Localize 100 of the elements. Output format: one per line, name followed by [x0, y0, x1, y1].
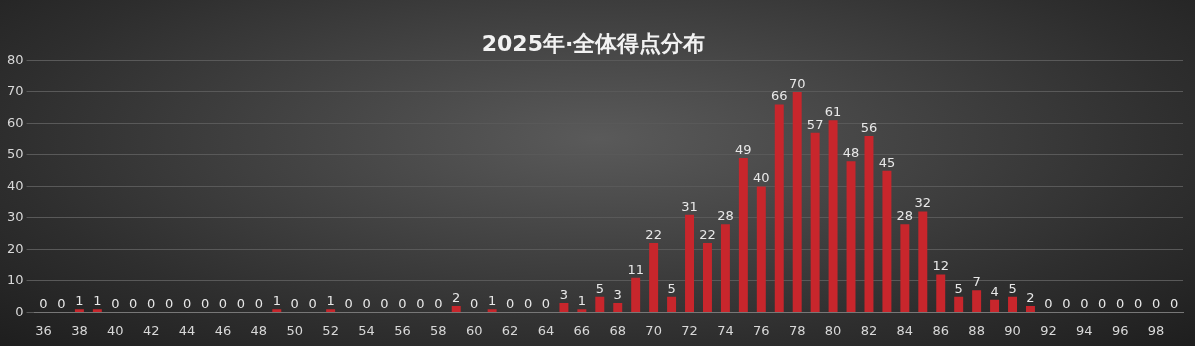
- data-label: 2: [1026, 289, 1035, 305]
- data-label: 0: [308, 296, 317, 312]
- y-tick-label: 10: [7, 272, 24, 288]
- x-tick-label: 70: [645, 322, 662, 338]
- data-label: 28: [717, 208, 734, 224]
- data-label: 5: [954, 280, 963, 296]
- chart-title: 2025年·全体得点分布: [481, 30, 706, 56]
- data-label: 66: [770, 88, 788, 104]
- x-tick-label: 60: [465, 322, 483, 338]
- y-tick-label: 50: [7, 146, 24, 162]
- x-tick-label: 94: [1076, 322, 1093, 338]
- x-tick-label: 52: [322, 322, 339, 338]
- data-label: 0: [164, 296, 174, 312]
- data-label: 5: [667, 280, 676, 296]
- data-label: 40: [753, 170, 770, 186]
- x-tick-label: 96: [1111, 322, 1129, 338]
- data-label: 0: [362, 296, 371, 312]
- data-label: 0: [182, 296, 192, 312]
- data-label: 1: [75, 293, 84, 309]
- data-label: 0: [1062, 296, 1071, 312]
- y-tick-label: 0: [15, 303, 24, 319]
- data-label: 0: [344, 296, 353, 312]
- data-label: 0: [434, 296, 443, 312]
- data-label: 3: [613, 286, 622, 302]
- x-tick-label: 66: [573, 322, 591, 338]
- data-label: 5: [1008, 280, 1017, 296]
- x-tick-label: 54: [358, 322, 375, 338]
- data-label: 22: [699, 226, 716, 242]
- data-label: 0: [1080, 296, 1089, 312]
- x-tick-label: 90: [1004, 322, 1021, 338]
- x-tick-label: 42: [142, 322, 160, 338]
- x-tick-label: 78: [788, 322, 806, 338]
- x-tick-label: 50: [286, 322, 304, 338]
- data-label: 0: [541, 296, 551, 312]
- data-label: 1: [93, 293, 102, 309]
- data-label: 7: [972, 274, 981, 290]
- data-label: 28: [896, 208, 914, 224]
- x-tick-label: 36: [35, 322, 52, 338]
- data-label: 0: [236, 296, 246, 312]
- x-tick-label: 48: [250, 322, 268, 338]
- data-label: 1: [272, 293, 281, 309]
- data-label: 0: [1116, 296, 1125, 312]
- y-tick-label: 30: [7, 209, 24, 225]
- x-tick-label: 84: [896, 322, 914, 338]
- data-label: 0: [57, 296, 66, 312]
- data-label: 0: [1169, 296, 1179, 312]
- data-label: 0: [380, 296, 389, 312]
- data-label: 0: [254, 296, 263, 312]
- x-tick-label: 40: [107, 322, 124, 338]
- data-label: 0: [1098, 296, 1107, 312]
- data-label: 12: [932, 258, 950, 274]
- x-tick-label: 98: [1147, 322, 1165, 338]
- y-tick-label: 70: [7, 83, 24, 99]
- data-label: 0: [416, 296, 425, 312]
- data-label: 0: [523, 296, 533, 312]
- data-label: 5: [595, 280, 604, 296]
- x-tick-label: 74: [717, 322, 734, 338]
- y-tick-label: 40: [7, 177, 24, 193]
- data-label: 1: [487, 293, 497, 309]
- data-label: 22: [645, 226, 662, 242]
- data-label: 0: [1044, 296, 1053, 312]
- data-label: 0: [39, 296, 48, 312]
- data-label: 45: [878, 154, 896, 170]
- data-label: 0: [470, 296, 479, 312]
- data-label: 1: [577, 293, 586, 309]
- x-tick-label: 68: [609, 322, 627, 338]
- x-tick-label: 44: [178, 322, 196, 338]
- x-tick-label: 88: [968, 322, 985, 338]
- data-label: 0: [200, 296, 210, 312]
- data-label: 32: [914, 195, 932, 211]
- data-label: 0: [398, 296, 407, 312]
- x-tick-label: 72: [681, 322, 698, 338]
- data-label: 1: [326, 293, 335, 309]
- x-tick-label: 58: [430, 322, 447, 338]
- x-tick-label: 76: [753, 322, 770, 338]
- data-label: 0: [218, 296, 228, 312]
- data-label: 0: [505, 296, 515, 312]
- x-tick-label: 38: [71, 322, 88, 338]
- data-label: 70: [788, 75, 806, 91]
- data-label: 0: [1151, 296, 1161, 312]
- data-label: 4: [990, 283, 999, 299]
- data-label: 2: [452, 289, 461, 305]
- data-label: 56: [860, 119, 878, 135]
- data-label: 0: [111, 296, 120, 312]
- data-label: 11: [627, 261, 644, 277]
- x-tick-label: 82: [860, 322, 878, 338]
- x-tick-label: 64: [537, 322, 555, 338]
- y-tick-label: 60: [7, 114, 24, 130]
- data-label: 0: [290, 296, 299, 312]
- data-label: 0: [1134, 296, 1143, 312]
- data-label: 3: [559, 286, 569, 302]
- data-label: 49: [735, 141, 752, 157]
- data-label: 57: [806, 116, 824, 132]
- x-tick-label: 46: [214, 322, 232, 338]
- x-tick-label: 92: [1040, 322, 1057, 338]
- y-tick-label: 20: [7, 240, 24, 256]
- x-tick-label: 56: [394, 322, 411, 338]
- x-tick-label: 62: [501, 322, 519, 338]
- data-label: 31: [681, 198, 698, 214]
- data-label: 61: [824, 104, 842, 120]
